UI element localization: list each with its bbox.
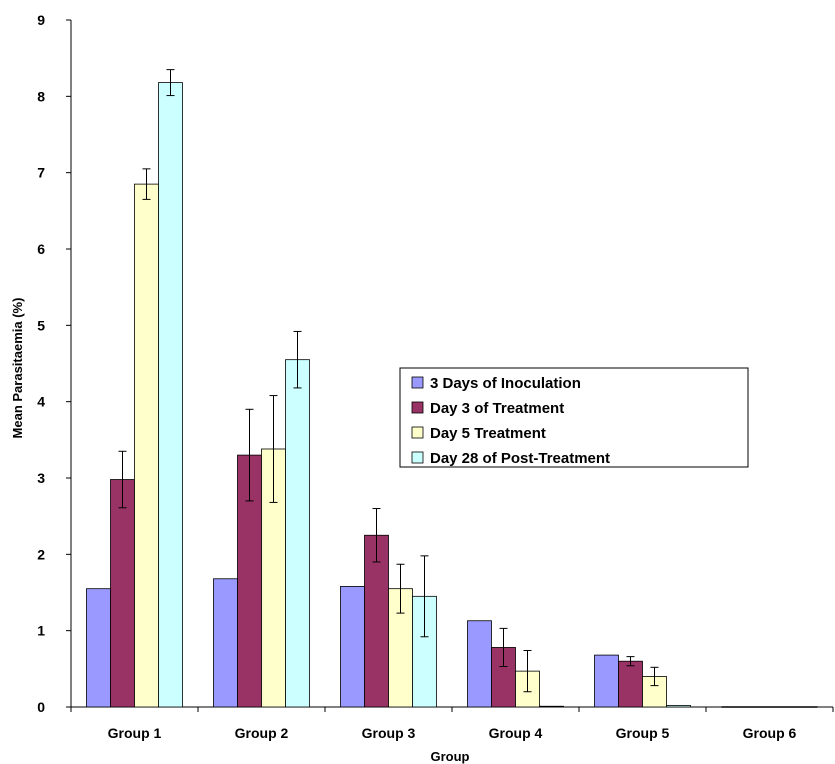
x-tick-label: Group 6 [743,725,797,741]
bar [539,705,564,708]
y-tick-label: 6 [37,241,45,257]
bar [158,82,183,708]
bar [618,660,643,708]
legend-swatch [411,376,424,389]
bar [467,620,492,708]
y-tick-label: 2 [37,546,45,562]
legend-label: Day 28 of Post-Treatment [430,450,610,467]
legend-label: 3 Days of Inoculation [430,375,581,392]
y-axis: 0 1 2 3 4 5 6 7 8 9 [37,12,72,715]
bar [285,359,310,708]
y-tick-label: 8 [37,88,45,104]
bar [594,654,619,708]
bars [86,82,818,708]
y-tick-label: 9 [37,12,45,28]
bar [86,588,111,708]
bar [134,183,159,708]
x-axis-title: Group [431,749,470,764]
y-tick-label: 4 [37,394,45,410]
y-tick-label: 1 [37,623,45,639]
bar [666,705,691,708]
y-axis-title: Mean Parasitaemia (%) [10,298,25,439]
x-tick-label: Group 5 [616,725,670,741]
y-tick-label: 7 [37,165,45,181]
x-axis: Group 1 Group 2 Group 3 Group 4 Group 5 Group… [70,706,834,741]
legend-swatch [411,451,424,464]
bar [110,479,135,708]
x-tick-label: Group 1 [108,725,162,741]
legend-box [399,367,749,468]
bar [213,578,238,708]
bar [340,585,365,708]
x-tick-label: Group 3 [362,725,416,741]
legend-swatch [411,426,424,439]
x-tick-label: Group 2 [235,725,289,741]
legend-swatch [411,401,424,414]
x-tick-label: Group 4 [489,725,543,741]
legend: 3 Days of Inoculation Day 3 of Treatment D… [399,367,749,468]
legend-label: Day 5 Treatment [430,425,546,442]
legend-label: Day 3 of Treatment [430,400,564,417]
y-tick-label: 0 [37,699,45,715]
bar [364,534,389,708]
y-tick-label: 3 [37,470,45,486]
error-bars [118,69,659,693]
y-tick-label: 5 [37,317,45,333]
